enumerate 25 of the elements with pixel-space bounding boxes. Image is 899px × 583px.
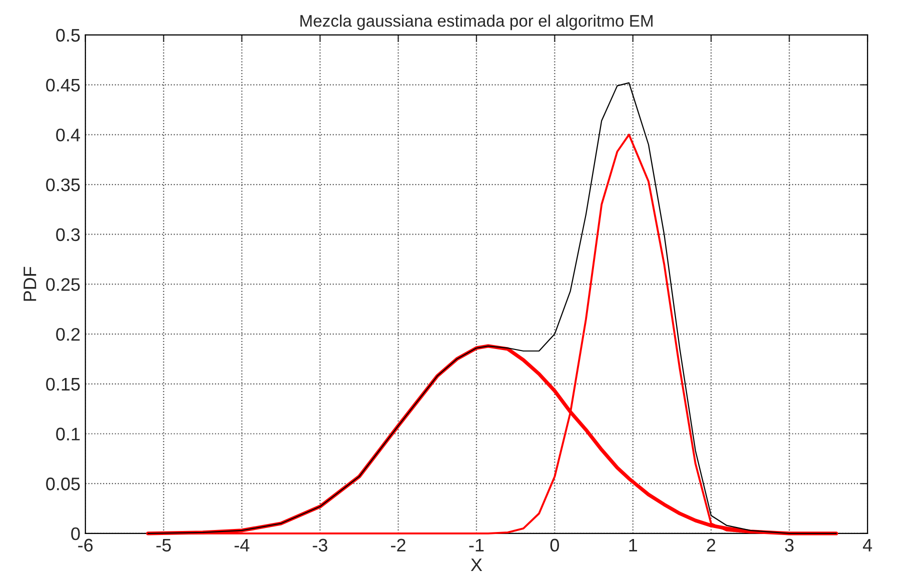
x-tick-label: -3 (312, 538, 328, 552)
x-tick-label: 3 (784, 538, 794, 552)
x-tick-label: 1 (629, 538, 638, 552)
x-tick-label: 4 (862, 538, 872, 552)
chart-title: Mezcla gaussiana estimada por el algoritmo EM (300, 14, 653, 30)
y-tick-label: 0.15 (46, 378, 80, 391)
y-tick-label: 0.05 (46, 478, 80, 490)
x-tick-label: -2 (391, 538, 406, 552)
x-tick-label: 2 (706, 538, 716, 552)
y-tick-label: 0.25 (46, 278, 80, 291)
x-tick-label: -5 (156, 538, 171, 552)
y-tick-label: 0.45 (46, 78, 80, 92)
y-tick-label: 0.5 (56, 28, 80, 42)
y-axis-title: PDF (24, 266, 36, 301)
y-tick-label: 0.35 (46, 178, 80, 192)
y-tick-label: 0.2 (56, 328, 80, 341)
y-tick-label: 0.3 (56, 228, 80, 242)
x-tick-label: -4 (234, 538, 250, 552)
y-tick-label: 0.1 (56, 428, 80, 440)
x-axis-title: X (470, 558, 482, 571)
x-tick-label: -6 (78, 538, 93, 552)
x-tick-label: 0 (550, 538, 559, 552)
y-tick-label: 0.4 (56, 128, 80, 142)
x-tick-label: -1 (469, 538, 484, 552)
y-tick-label: 0 (71, 527, 80, 540)
